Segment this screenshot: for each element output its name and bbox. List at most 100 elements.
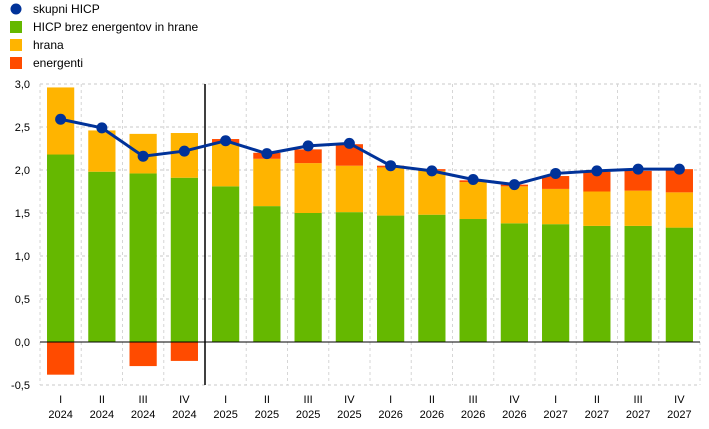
total-hicp-point xyxy=(261,148,273,160)
total-hicp-point xyxy=(632,163,644,175)
x-tick-quarter: I xyxy=(554,394,557,406)
total-hicp-point xyxy=(302,140,314,152)
bar-segment-food xyxy=(542,188,570,225)
total-hicp-polyline xyxy=(60,117,680,187)
total-hicp-point xyxy=(426,165,438,177)
total-hicp-point xyxy=(673,163,685,175)
bar-segment-core xyxy=(294,213,322,342)
x-tick-quarter: I xyxy=(224,394,227,406)
legend-swatch xyxy=(10,57,22,69)
bar-segment-food xyxy=(583,191,611,226)
x-tick-year: 2025 xyxy=(213,409,237,421)
bar-segment-food xyxy=(377,167,405,216)
total-hicp-point xyxy=(343,137,355,149)
legend-swatch xyxy=(10,39,22,51)
bar-segment-core xyxy=(88,171,116,342)
bar-segment-core xyxy=(583,225,611,342)
y-tick-label: 1,0 xyxy=(15,251,30,263)
legend-marker-line xyxy=(10,3,22,15)
x-tick-year: 2026 xyxy=(502,409,526,421)
bar-segment-food xyxy=(624,190,652,226)
y-tick-label: 0,5 xyxy=(15,294,30,306)
x-tick-quarter: I xyxy=(59,394,62,406)
bar-segment-core xyxy=(624,225,652,342)
x-tick-quarter: II xyxy=(264,394,270,406)
total-hicp-point xyxy=(137,150,149,162)
x-tick-year: 2026 xyxy=(378,409,402,421)
y-tick-label: 3,0 xyxy=(15,79,30,91)
bar-segment-food xyxy=(665,192,693,228)
x-tick-year: 2025 xyxy=(296,409,320,421)
total-hicp-point xyxy=(55,113,67,125)
bar-segment-energy xyxy=(624,170,652,191)
x-tick-year: 2027 xyxy=(585,409,609,421)
x-tick-year: 2024 xyxy=(90,409,114,421)
bar-segment-energy xyxy=(47,342,75,375)
bar-segment-energy xyxy=(542,176,570,189)
x-tick-year: 2026 xyxy=(461,409,485,421)
total-hicp-point xyxy=(96,122,108,134)
bar-segment-energy xyxy=(583,171,611,192)
x-tick-year: 2027 xyxy=(543,409,567,421)
legend: skupni HICP HICP brez energentov in hrane… xyxy=(10,2,199,70)
bar-segment-core xyxy=(129,173,157,342)
bar-segment-core xyxy=(335,212,363,342)
x-tick-year: 2025 xyxy=(255,409,279,421)
legend-swatch xyxy=(10,21,22,33)
y-tick-label: -0,5 xyxy=(11,380,30,392)
x-tick-quarter: III xyxy=(139,394,148,406)
bar-segment-food xyxy=(253,158,281,207)
bar-segment-food xyxy=(418,170,446,215)
bar-segment-core xyxy=(665,227,693,342)
bar-segment-core xyxy=(459,219,487,342)
total-hicp-point xyxy=(550,167,562,179)
bar-segment-food xyxy=(335,165,363,213)
x-tick-quarter: IV xyxy=(344,394,355,406)
y-tick-label: 2,5 xyxy=(15,122,30,134)
bar-segment-energy xyxy=(170,342,198,361)
x-tick-quarter: IV xyxy=(509,394,520,406)
x-tick-quarter: II xyxy=(594,394,600,406)
x-tick-quarter: II xyxy=(429,394,435,406)
x-tick-quarter: III xyxy=(469,394,478,406)
bar-segment-energy xyxy=(129,342,157,367)
y-tick-label: 0,0 xyxy=(15,337,30,349)
legend-label: energenti xyxy=(33,56,83,70)
legend-label: hrana xyxy=(33,38,64,52)
bar-segment-food xyxy=(500,186,528,224)
total-hicp-point xyxy=(220,135,232,147)
total-hicp-point xyxy=(467,173,479,185)
x-tick-year: 2027 xyxy=(667,409,691,421)
bar-segment-food xyxy=(212,143,240,187)
total-hicp-point xyxy=(178,145,190,157)
x-tick-quarter: IV xyxy=(179,394,190,406)
bar-segment-energy xyxy=(665,169,693,193)
y-tick-label: 2,0 xyxy=(15,165,30,177)
bars xyxy=(47,87,693,375)
bar-segment-food xyxy=(294,163,322,213)
y-axis-ticks: 3,0 2,5 2,0 1,5 1,0 0,5 0,0 -0,5 xyxy=(11,79,30,392)
bar-segment-core xyxy=(47,154,75,342)
bar-segment-energy xyxy=(294,149,322,164)
total-hicp-point xyxy=(385,160,397,172)
x-tick-year: 2025 xyxy=(337,409,361,421)
bar-segment-food xyxy=(88,130,116,172)
bar-segment-core xyxy=(542,224,570,342)
x-tick-year: 2024 xyxy=(48,409,72,421)
x-tick-quarter: II xyxy=(99,394,105,406)
total-hicp-point xyxy=(591,165,603,177)
bar-segment-core xyxy=(418,214,446,342)
x-tick-quarter: III xyxy=(634,394,643,406)
x-tick-quarter: IV xyxy=(674,394,685,406)
bar-segment-core xyxy=(212,186,240,342)
bar-segment-food xyxy=(459,182,487,220)
legend-label: skupni HICP xyxy=(33,2,100,16)
bar-segment-core xyxy=(500,223,528,342)
x-tick-year: 2026 xyxy=(420,409,444,421)
y-tick-label: 1,5 xyxy=(15,208,30,220)
x-tick-year: 2027 xyxy=(626,409,650,421)
total-hicp-point xyxy=(508,179,520,191)
bar-segment-core xyxy=(170,177,198,342)
x-tick-year: 2024 xyxy=(131,409,155,421)
